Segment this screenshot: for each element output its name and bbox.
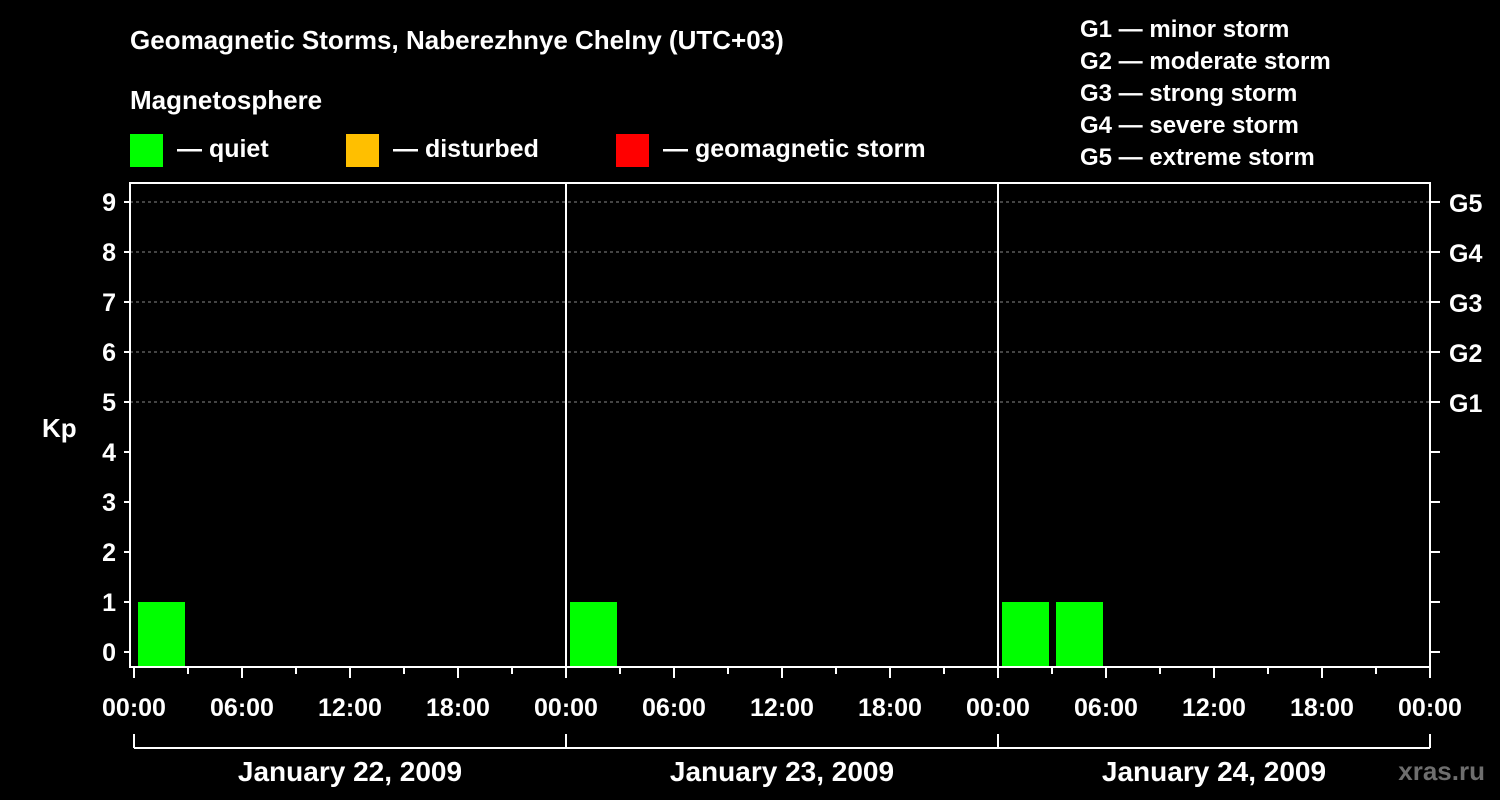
kp-bars <box>138 602 1103 667</box>
day-label: January 23, 2009 <box>670 756 894 787</box>
x-tick-label: 12:00 <box>318 694 382 722</box>
y-tick-label: 9 <box>102 189 116 217</box>
y-tick-label: 4 <box>102 439 116 467</box>
x-tick-label: 18:00 <box>426 694 490 722</box>
legend-swatch-storm <box>616 134 649 167</box>
legend-heading: Magnetosphere <box>130 85 322 115</box>
plot-frame <box>129 182 1431 668</box>
x-tick-label: 06:00 <box>1074 694 1138 722</box>
y-tick-label: 8 <box>102 239 116 267</box>
storm-scale-g1: G1 — minor storm <box>1080 16 1289 43</box>
storm-scale-g2: G2 — moderate storm <box>1080 48 1331 75</box>
storm-scale-g3: G3 — strong storm <box>1080 80 1297 107</box>
storm-scale-g5: G5 — extreme storm <box>1080 144 1315 171</box>
legend-label-quiet: — quiet <box>177 135 269 163</box>
legend-swatch-disturbed <box>346 134 379 167</box>
g-scale-label: G3 <box>1449 290 1482 318</box>
x-tick-label: 06:00 <box>642 694 706 722</box>
x-tick-label: 12:00 <box>750 694 814 722</box>
day-label: January 22, 2009 <box>238 756 462 787</box>
g-scale-label: G1 <box>1449 390 1482 418</box>
legend-label-storm: — geomagnetic storm <box>663 135 926 163</box>
day-label: January 24, 2009 <box>1102 756 1326 787</box>
y-tick-label: 2 <box>102 539 116 567</box>
y-tick-label: 5 <box>102 389 116 417</box>
storm-scale: G1 — minor storm G2 — moderate storm G3 … <box>1080 16 1331 171</box>
legend-label-disturbed: — disturbed <box>393 135 539 163</box>
axes <box>124 182 1440 749</box>
kp-bar <box>1056 602 1103 667</box>
legend-swatch-quiet <box>130 134 163 167</box>
x-tick-label: 00:00 <box>1398 694 1462 722</box>
axis-labels: 0 1 2 3 4 5 6 7 8 9 G1 G2 G3 G4 G5 00:00 06:00 12:00 18:00… <box>102 189 1482 787</box>
chart-title: Geomagnetic Storms, Naberezhnye Chelny (… <box>130 25 784 55</box>
kp-bar <box>138 602 185 667</box>
x-tick-label: 00:00 <box>102 694 166 722</box>
g-scale-label: G4 <box>1449 240 1482 268</box>
x-tick-label: 00:00 <box>966 694 1030 722</box>
watermark: xras.ru <box>1398 756 1485 786</box>
y-tick-label: 0 <box>102 639 116 667</box>
storm-scale-g4: G4 — severe storm <box>1080 112 1299 139</box>
legend: — quiet — disturbed — geomagnetic storm <box>130 134 926 167</box>
kp-bar <box>1002 602 1049 667</box>
g-scale-label: G2 <box>1449 340 1482 368</box>
grid-lines <box>130 201 1430 403</box>
kp-bar <box>570 602 617 667</box>
x-tick-label: 18:00 <box>1290 694 1354 722</box>
x-tick-label: 12:00 <box>1182 694 1246 722</box>
y-tick-label: 7 <box>102 289 116 317</box>
x-tick-label: 18:00 <box>858 694 922 722</box>
y-axis-label: Kp <box>42 413 77 443</box>
g-scale-label: G5 <box>1449 190 1482 218</box>
x-tick-label: 06:00 <box>210 694 274 722</box>
y-tick-label: 1 <box>102 589 116 617</box>
x-tick-label: 00:00 <box>534 694 598 722</box>
y-tick-label: 6 <box>102 339 116 367</box>
y-tick-label: 3 <box>102 489 116 517</box>
